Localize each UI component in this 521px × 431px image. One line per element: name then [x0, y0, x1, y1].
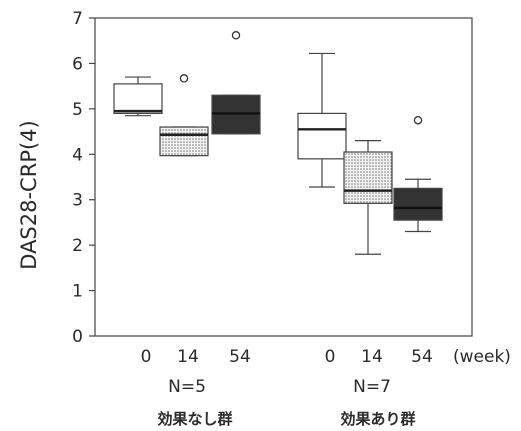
x-tick-label-week: 0 [141, 347, 152, 367]
y-tick-label: 3 [72, 191, 83, 211]
y-tick-label: 6 [72, 54, 83, 74]
x-axis-labels: 0 14 54 0 14 54 [141, 347, 433, 367]
y-tick-label: 0 [72, 327, 83, 347]
y-tick-label: 7 [72, 9, 83, 29]
outlier-point [413, 115, 423, 125]
plot-border [94, 17, 473, 337]
group1-n-label: N=5 [168, 377, 206, 397]
x-tick-label-week: 54 [411, 347, 433, 367]
group2-label: 効果あり群 [340, 410, 415, 428]
group2-n-label: N=7 [353, 377, 391, 397]
plot-frame [94, 17, 473, 337]
group1-label: 効果なし群 [157, 410, 232, 428]
box-week-14 [159, 126, 209, 157]
box-week-54 [393, 187, 443, 221]
x-tick-label-week: 54 [229, 347, 251, 367]
boxes-layer [113, 31, 443, 255]
box-week-14 [343, 151, 393, 204]
box-week-0 [297, 112, 347, 160]
y-tick-label: 5 [72, 100, 83, 120]
y-axis-label: DAS28-CRP(4) [17, 120, 41, 269]
x-tick-label-week: 14 [361, 347, 383, 367]
y-tick-label: 2 [72, 236, 83, 256]
y-tick-label: 1 [72, 282, 83, 302]
x-tick-label-week: 14 [177, 347, 199, 367]
box-week-0 [113, 83, 163, 115]
x-unit-label: (week) [453, 347, 511, 367]
outlier-point [231, 31, 241, 40]
y-tick-label: 4 [72, 145, 83, 165]
outlier-point [179, 74, 189, 83]
x-tick-label-week: 0 [325, 347, 336, 367]
y-axis-ticks: 0 1 2 3 4 5 6 7 [72, 9, 95, 347]
